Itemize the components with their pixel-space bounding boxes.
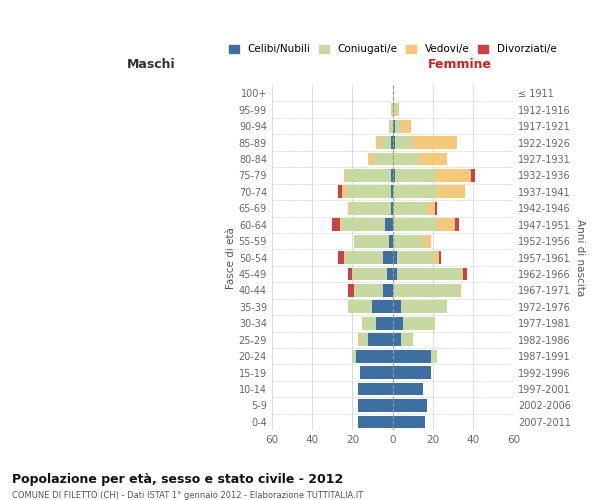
Bar [392,284,459,297]
Bar [392,104,397,116]
Bar [352,350,356,362]
Bar [392,399,427,412]
Bar [349,202,350,214]
Bar [391,136,392,149]
Bar [338,186,342,198]
Bar [368,152,374,166]
Bar [397,268,461,280]
Text: Maschi: Maschi [127,58,175,71]
Bar [385,218,392,231]
Bar [344,251,383,264]
Bar [383,284,392,297]
Bar [380,136,391,149]
Bar [340,218,385,231]
Bar [358,399,392,412]
Bar [391,202,392,214]
Bar [395,136,413,149]
Bar [332,218,340,231]
Bar [376,317,392,330]
Bar [391,104,392,116]
Bar [368,334,392,346]
Bar [392,120,395,132]
Bar [401,300,447,314]
Bar [373,300,392,314]
Bar [389,120,392,132]
Bar [350,202,391,214]
Bar [358,334,361,346]
Bar [463,268,467,280]
Bar [427,202,435,214]
Bar [435,202,437,214]
Bar [439,251,441,264]
Bar [455,218,459,231]
Bar [346,169,391,182]
Bar [392,136,395,149]
Bar [355,235,389,248]
Bar [413,136,457,149]
Bar [391,169,392,182]
Bar [435,169,471,182]
Bar [349,284,355,297]
Bar [471,169,475,182]
Bar [349,268,352,280]
Bar [395,120,401,132]
Bar [437,186,465,198]
Bar [461,268,463,280]
Legend: Celibi/Nubili, Coniugati/e, Vedovi/e, Divorziati/e: Celibi/Nubili, Coniugati/e, Vedovi/e, Di… [225,40,560,58]
Text: COMUNE DI FILETTO (CH) - Dati ISTAT 1° gennaio 2012 - Elaborazione TUTTITALIA.IT: COMUNE DI FILETTO (CH) - Dati ISTAT 1° g… [12,491,363,500]
Bar [352,268,386,280]
Bar [374,152,392,166]
Bar [358,416,392,428]
Bar [435,251,439,264]
Bar [431,350,437,362]
Bar [459,284,461,297]
Bar [392,366,431,379]
Bar [376,136,380,149]
Bar [392,317,403,330]
Y-axis label: Fasce di età: Fasce di età [226,226,236,288]
Bar [392,218,437,231]
Bar [423,235,431,248]
Bar [392,152,419,166]
Bar [401,120,411,132]
Bar [392,202,427,214]
Bar [362,317,376,330]
Bar [437,218,455,231]
Bar [392,251,397,264]
Bar [361,366,392,379]
Bar [392,334,401,346]
Bar [344,169,346,182]
Bar [392,382,423,396]
Bar [391,186,392,198]
Bar [392,268,397,280]
Bar [392,169,395,182]
Y-axis label: Anni di nascita: Anni di nascita [575,219,585,296]
Bar [397,251,435,264]
Bar [397,104,398,116]
Bar [349,300,373,314]
Bar [392,235,423,248]
Bar [392,300,401,314]
Bar [358,382,392,396]
Bar [392,416,425,428]
Bar [342,186,346,198]
Bar [346,186,391,198]
Bar [338,251,344,264]
Bar [395,169,435,182]
Bar [361,334,368,346]
Bar [419,152,447,166]
Bar [389,235,392,248]
Bar [383,251,392,264]
Bar [386,268,392,280]
Text: Femmine: Femmine [428,58,492,71]
Text: Popolazione per età, sesso e stato civile - 2012: Popolazione per età, sesso e stato civil… [12,472,343,486]
Bar [392,350,431,362]
Bar [392,186,437,198]
Bar [356,350,392,362]
Bar [403,317,435,330]
Bar [401,334,413,346]
Bar [355,284,383,297]
